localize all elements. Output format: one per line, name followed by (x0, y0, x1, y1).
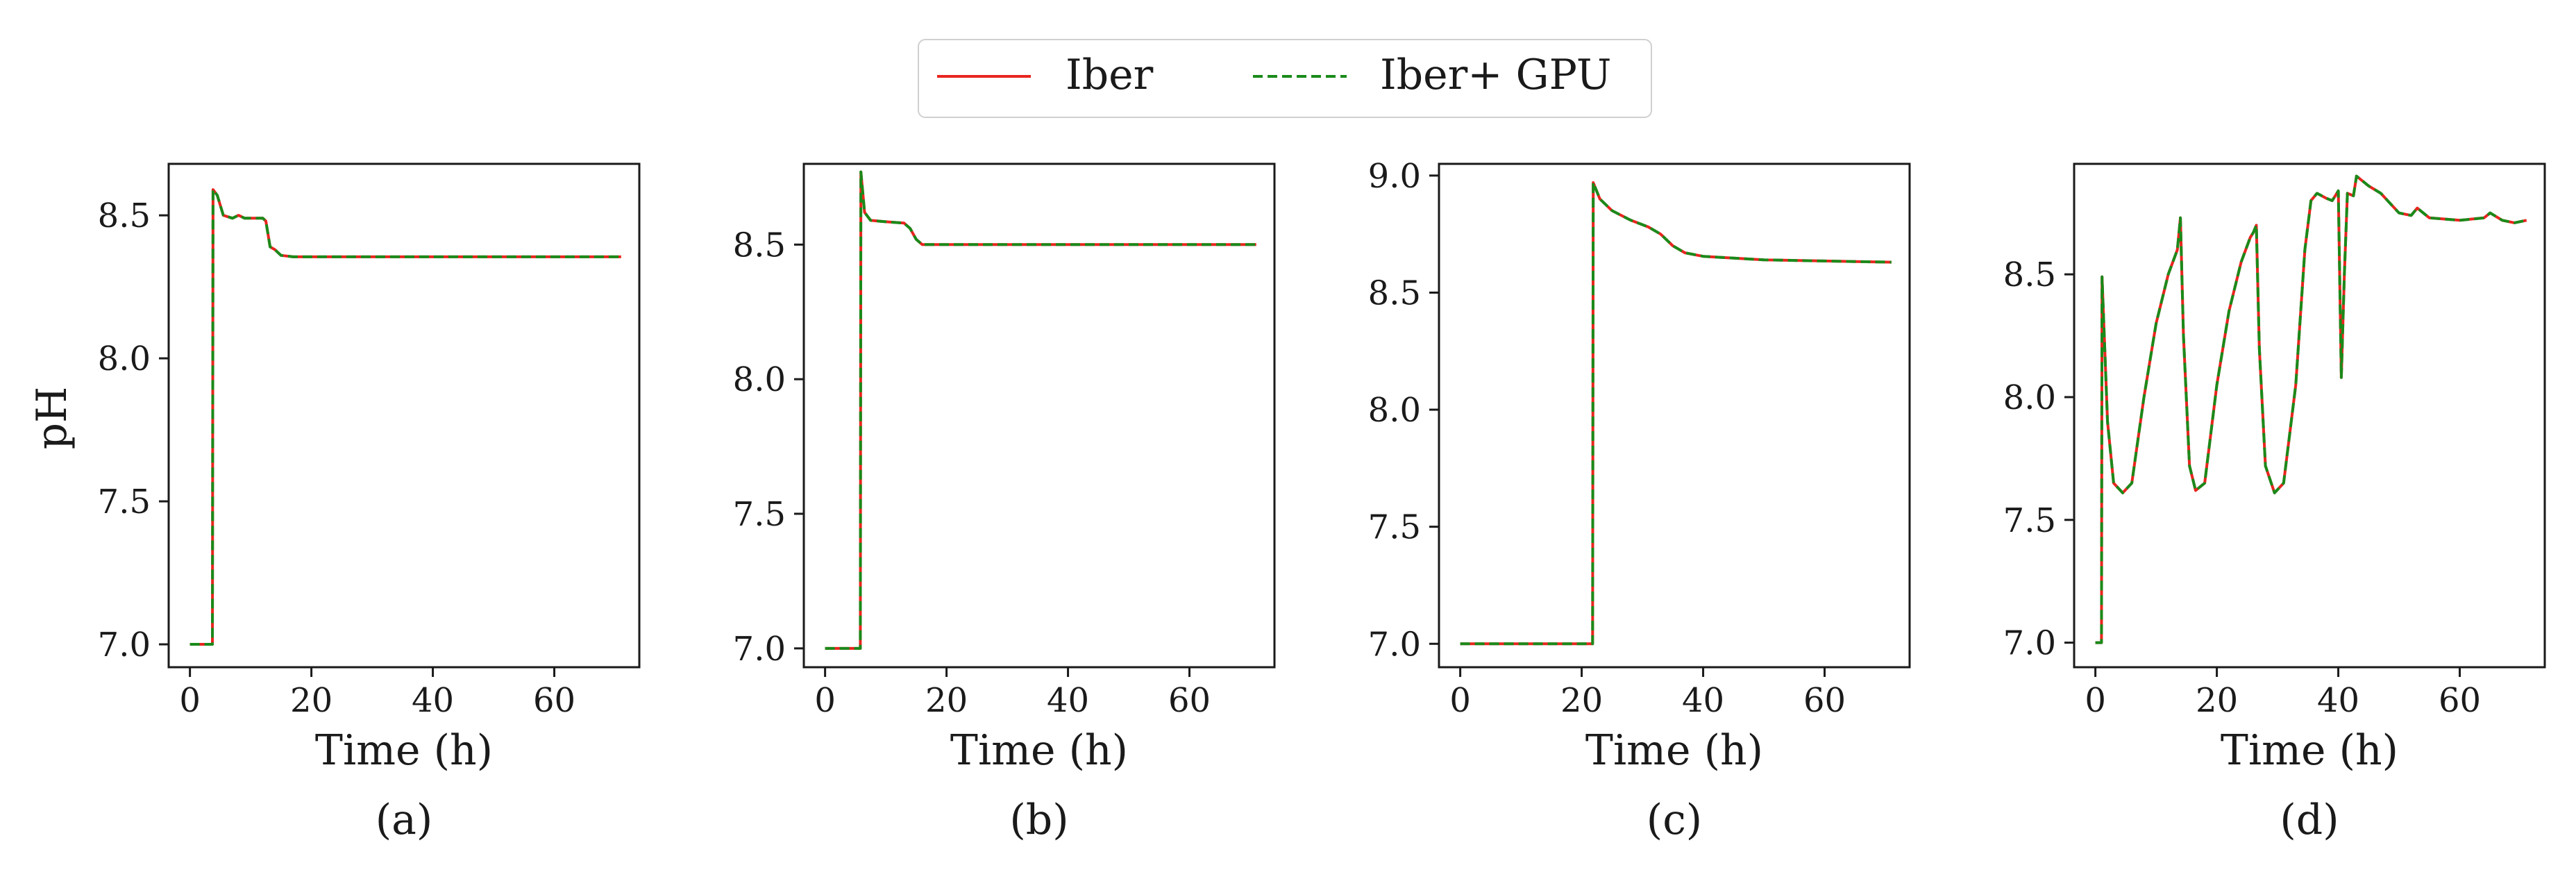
y-tick-label: 8.5 (733, 226, 786, 265)
x-tick-label: 60 (1168, 681, 1211, 720)
series-line-iber (1460, 181, 1892, 646)
x-tick-label: 40 (412, 681, 454, 720)
x-tick-label: 0 (2085, 681, 2106, 720)
y-tick-label: 7.0 (1368, 625, 1421, 664)
x-axis-label: Time (h) (950, 726, 1128, 775)
x-tick-label: 0 (1449, 681, 1471, 720)
y-tick-label: 7.0 (2003, 624, 2056, 663)
panel-b: 0 20 40 60 7.0 7.5 8.0 8.5 Time (h) (b) (733, 162, 1276, 844)
y-tick-label: 7.5 (2003, 501, 2056, 540)
y-tick-label: 8.0 (98, 340, 151, 378)
x-tick-label: 60 (2439, 681, 2481, 720)
x-axis-label: Time (h) (1585, 726, 1763, 775)
series-line-iber-gpu (1460, 181, 1892, 646)
y-tick-label: 7.0 (733, 630, 786, 669)
x-tick-label: 40 (1047, 681, 1089, 720)
x-axis-label: Time (h) (315, 726, 493, 775)
x-tick-label: 20 (2196, 681, 2238, 720)
legend: Iber Iber+ GPU (918, 39, 1652, 118)
x-tick-label: 0 (179, 681, 201, 720)
y-tick-label: 7.5 (1368, 508, 1421, 547)
series-line-iber-gpu (190, 188, 621, 646)
y-tick-label: 8.0 (1368, 391, 1421, 430)
x-tick-label: 20 (1560, 681, 1603, 720)
y-tick-label: 8.5 (2003, 255, 2056, 294)
y-tick-label: 8.5 (1368, 274, 1421, 312)
panel-label: (a) (376, 796, 433, 844)
axes-frame (1438, 162, 1911, 669)
y-tick-label: 8.0 (2003, 378, 2056, 417)
x-tick-label: 40 (2317, 681, 2359, 720)
legend-frame (918, 39, 1652, 118)
series-line-iber-gpu (2095, 174, 2527, 644)
x-axis-label: Time (h) (2221, 726, 2398, 775)
series-line-iber-gpu (825, 170, 1256, 650)
axes-frame (167, 162, 641, 669)
x-tick-label: 0 (814, 681, 836, 720)
x-tick-label: 40 (1682, 681, 1724, 720)
series-line-iber (2095, 174, 2527, 644)
panel-d: 0 20 40 60 7.0 7.5 8.0 8.5 Time (h) (d) (2003, 162, 2546, 844)
panel-label: (c) (1647, 796, 1702, 844)
panel-label: (d) (2280, 796, 2339, 844)
legend-label-iber: Iber (1066, 51, 1154, 99)
y-tick-label: 7.5 (98, 483, 151, 521)
legend-label-iber-gpu: Iber+ GPU (1380, 51, 1611, 99)
panel-c: 0 20 40 60 7.0 7.5 8.0 8.5 9.0 Time (h) (c) (1368, 157, 1911, 844)
x-tick-label: 20 (925, 681, 968, 720)
axes-frame (2073, 162, 2546, 669)
panel-a: 0 20 40 60 7.0 7.5 8.0 8.5 Time (h) (a) (98, 162, 641, 844)
y-tick-label: 7.5 (733, 495, 786, 534)
axes-frame (802, 162, 1276, 669)
y-tick-label: 8.5 (98, 196, 151, 235)
x-tick-label: 20 (290, 681, 332, 720)
y-tick-label: 9.0 (1368, 157, 1421, 196)
y-axis-label: pH (28, 387, 76, 450)
y-tick-label: 8.0 (733, 360, 786, 399)
x-tick-label: 60 (533, 681, 575, 720)
x-tick-label: 60 (1803, 681, 1846, 720)
y-tick-label: 7.0 (98, 626, 151, 664)
panel-label: (b) (1009, 796, 1068, 844)
